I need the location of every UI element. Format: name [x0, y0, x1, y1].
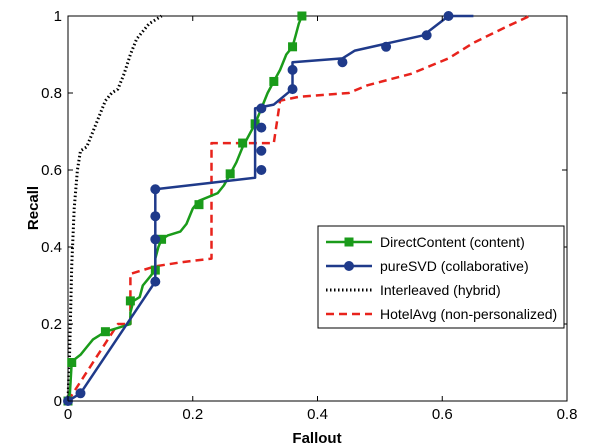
data-point [150, 234, 161, 245]
legend-items: DirectContent (content) pureSVD (collabor… [326, 234, 557, 322]
x-tick-label: 0.4 [307, 406, 328, 423]
y-tick-label: 0.2 [41, 316, 62, 333]
y-tick-label: 1 [54, 8, 62, 25]
series-line [66, 15, 304, 402]
data-point [100, 327, 110, 337]
legend-marker [344, 261, 354, 271]
series-3 [66, 14, 531, 402]
legend-label: pureSVD (collaborative) [380, 258, 529, 274]
y-tick-label: 0.8 [41, 85, 62, 102]
series-2 [66, 14, 163, 402]
series-line [66, 14, 163, 402]
series-layer [63, 11, 531, 406]
x-tick-label: 0.2 [182, 406, 203, 423]
data-point [256, 145, 267, 156]
legend: DirectContent (content) pureSVD (collabor… [317, 225, 565, 329]
data-point [67, 358, 77, 367]
data-point [256, 165, 267, 175]
plot-frame [67, 15, 568, 402]
series-0 [63, 11, 307, 406]
data-point [421, 30, 432, 41]
legend-label: Interleaved (hybrid) [380, 282, 501, 298]
data-point [150, 184, 161, 195]
data-point [443, 11, 454, 21]
data-point [194, 200, 204, 210]
y-tick-label: 0.4 [41, 239, 62, 256]
data-point [150, 276, 161, 287]
x-axis-label: Fallout [292, 430, 341, 447]
y-axis-ticks: 0 0.2 0.4 0.6 0.8 1 [41, 8, 567, 410]
x-tick-label: 0.6 [432, 406, 453, 423]
data-point [75, 388, 86, 399]
data-point [238, 138, 248, 148]
data-point [288, 42, 298, 52]
legend-item: HotelAvg (non-personalized) [326, 306, 557, 322]
data-point [287, 84, 298, 95]
data-point [125, 296, 135, 306]
data-point [225, 169, 235, 179]
legend-marker [344, 237, 354, 247]
legend-item: DirectContent (content) [326, 234, 525, 250]
legend-item: Interleaved (hybrid) [326, 282, 501, 298]
data-point [256, 122, 267, 133]
x-axis-ticks: 0 0.2 0.4 0.6 0.8 [64, 16, 578, 423]
x-tick-label: 0.8 [557, 406, 578, 423]
data-point [381, 41, 392, 52]
plot-area [63, 11, 568, 406]
data-point [297, 11, 307, 21]
data-point [287, 64, 298, 75]
y-tick-label: 0.6 [41, 162, 62, 179]
series-line [67, 14, 474, 403]
data-point [269, 76, 279, 86]
legend-label: HotelAvg (non-personalized) [380, 306, 557, 322]
x-tick-label: 0 [64, 406, 72, 423]
legend-item: pureSVD (collaborative) [326, 258, 529, 274]
data-point [256, 103, 267, 114]
data-point [150, 211, 161, 222]
data-point [337, 57, 348, 68]
y-axis-label: Recall [25, 186, 42, 230]
legend-label: DirectContent (content) [380, 234, 525, 250]
y-tick-label: 0 [54, 393, 62, 410]
series-line [66, 14, 531, 402]
series-1 [63, 11, 474, 406]
